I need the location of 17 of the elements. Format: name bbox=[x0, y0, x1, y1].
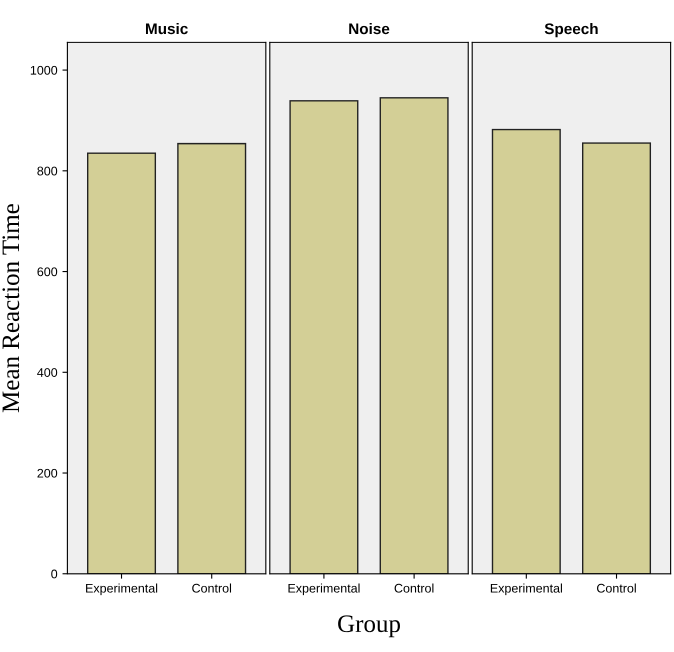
x-tick-label: Control bbox=[597, 583, 636, 593]
y-tick-label: 400 bbox=[37, 368, 58, 377]
x-axis-title: Group bbox=[338, 615, 400, 638]
x-tick-label: Experimental bbox=[86, 583, 158, 596]
chart-title: Music bbox=[146, 22, 188, 34]
y-tick-label: 0 bbox=[51, 570, 58, 578]
x-tick-label: Experimental bbox=[490, 583, 562, 596]
y-tick-label: 1000 bbox=[30, 66, 58, 75]
y-axis-title: Mean Reaction Time bbox=[2, 204, 20, 412]
y-tick-label: 200 bbox=[37, 468, 58, 478]
chart-title: Speech bbox=[544, 22, 598, 38]
y-tick-label: 600 bbox=[37, 267, 58, 276]
x-tick-label: Experimental bbox=[288, 583, 360, 596]
x-tick-label: Control bbox=[192, 583, 232, 593]
y-tick-label: 800 bbox=[37, 166, 58, 176]
chart-title: Noise bbox=[349, 22, 390, 34]
x-tick-label: Control bbox=[394, 583, 434, 593]
